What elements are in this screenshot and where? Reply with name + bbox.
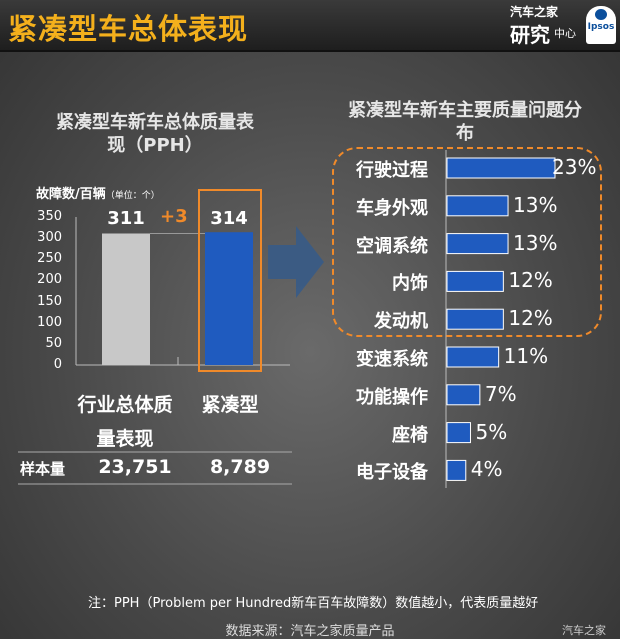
issue-bar-6: [446, 384, 481, 406]
logo-line3: 中心: [554, 27, 576, 40]
logo-line2: 研究: [510, 23, 550, 47]
issue-bar-5: [446, 346, 500, 368]
category-label-compact: 紧凑型: [201, 394, 259, 416]
issue-bar-3: [446, 270, 504, 292]
issue-label: 行驶过程: [356, 160, 428, 181]
footnote: 注：PPH（Problem per Hundred新车百车故障数）数值越小，代表…: [88, 596, 539, 611]
issue-label: 电子设备: [356, 462, 428, 484]
issue-bar-8: [446, 459, 467, 481]
left-chart-title-line1: 紧凑型车新车总体质量表: [56, 112, 254, 133]
category-label-industry-line2: 量表现: [96, 428, 154, 450]
right-chart-title-line2: 布: [456, 123, 474, 144]
top5-highlight: [332, 147, 602, 337]
issue-bar-4: [446, 308, 504, 330]
left-chart-title-line2: 现（PPH）: [107, 135, 203, 156]
issue-label: 功能操作: [356, 386, 428, 408]
bar-1: [205, 232, 253, 365]
issue-bar-0: [446, 157, 556, 179]
ipsos-logo: Ipsos: [586, 6, 616, 44]
highlight-box: [198, 189, 262, 372]
issue-value-label: 12%: [508, 268, 553, 293]
issue-label: 空调系统: [356, 235, 428, 257]
y-tick-label: 0: [53, 357, 62, 372]
issue-label: 发动机: [374, 311, 428, 333]
autohome-research-logo: 汽车之家 研究 中心: [510, 3, 582, 47]
y-tick-label: 250: [37, 251, 62, 267]
issue-value-label: 4%: [470, 457, 503, 482]
bar-0: [102, 233, 150, 365]
issue-bar-7: [446, 422, 471, 444]
bar-value-compact: 314: [210, 208, 248, 229]
y-tick-label: 100: [37, 314, 62, 330]
page-title: 紧凑型车总体表现: [8, 12, 249, 46]
issue-value-label: 5%: [475, 419, 508, 444]
difference-label: +3: [160, 206, 188, 227]
data-source: 数据来源：汽车之家质量产品: [225, 624, 395, 639]
right-bar-chart: [332, 147, 602, 488]
category-label-industry-line1: 行业总体质: [77, 394, 173, 416]
issue-value-label: 23%: [552, 155, 597, 179]
watermark: 汽车之家: [562, 624, 606, 637]
issue-value-label: 7%: [484, 381, 517, 406]
sample-size-label: 样本量: [20, 460, 66, 478]
y-tick-label: 350: [37, 209, 62, 224]
y-tick-label: 150: [37, 293, 62, 309]
issue-value-label: 13%: [513, 192, 558, 217]
issue-value-label: 12%: [508, 306, 553, 331]
ipsos-logo-text: Ipsos: [587, 22, 615, 32]
issue-value-label: 13%: [513, 230, 558, 255]
issue-label: 座椅: [392, 424, 428, 446]
ipsos-logo-icon: [595, 9, 607, 20]
issue-label: 变速系统: [356, 349, 428, 370]
right-chart-title-line1: 紧凑型车新车主要质量问题分: [348, 100, 582, 121]
left-bar-chart: [18, 189, 292, 485]
left-y-label: 故障数/百辆（单位：个）: [36, 183, 160, 202]
y-tick-label: 50: [45, 335, 62, 351]
arrow-icon: [268, 226, 324, 298]
header-bar: [0, 0, 620, 52]
issue-label: 内饰: [392, 273, 428, 295]
sample-size-compact: 8,789: [209, 456, 271, 478]
y-tick-label: 300: [37, 230, 62, 246]
issue-bar-2: [446, 233, 509, 255]
logo-line1: 汽车之家: [510, 5, 559, 19]
y-tick-label: 200: [37, 272, 62, 288]
issue-label: 车身外观: [356, 197, 428, 219]
issue-value-label: 11%: [503, 344, 549, 368]
y-axis-unit: （单位：个）: [105, 191, 160, 201]
bar-value-industry: 311: [107, 208, 145, 229]
y-axis-label: 故障数/百辆: [36, 187, 106, 202]
right-arrow-icon: [268, 226, 324, 298]
sample-size-industry: 23,751: [98, 456, 172, 478]
issue-bar-1: [446, 195, 509, 217]
